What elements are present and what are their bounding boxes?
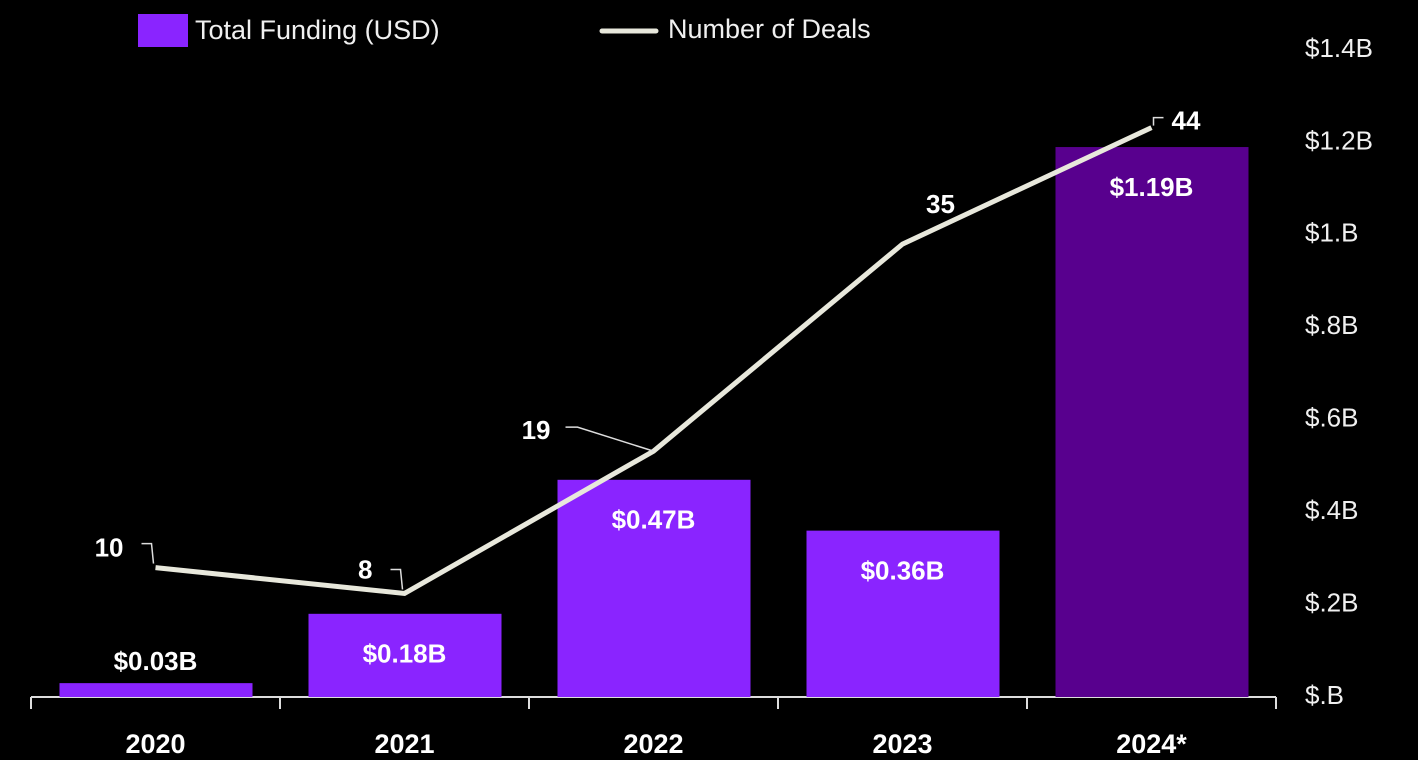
leader [1152, 116, 1164, 126]
deals-label: 35 [926, 189, 955, 219]
deals-label: 10 [95, 532, 124, 562]
legend-label: Number of Deals [668, 14, 871, 44]
leader [565, 426, 654, 452]
bar-value-label: $0.03B [114, 646, 198, 676]
bar [308, 613, 502, 697]
x-tick-label: 2024* [1116, 729, 1187, 759]
bar [59, 683, 253, 697]
y-tick-label: $.6B [1305, 403, 1359, 433]
deals-label: 8 [358, 554, 372, 584]
x-tick-label: 2023 [872, 729, 932, 759]
y-tick-label: $.8B [1305, 310, 1359, 340]
bar-value-label: $0.47B [612, 505, 696, 535]
x-tick-label: 2020 [125, 729, 185, 759]
y-tick-label: $1.4B [1305, 33, 1373, 63]
legend-swatch [138, 14, 188, 47]
bar [1055, 147, 1249, 698]
deals-label: 44 [1172, 106, 1201, 136]
y-tick-label: $.4B [1305, 495, 1359, 525]
x-tick-label: 2021 [374, 729, 434, 759]
bar [557, 479, 751, 697]
y-tick-label: $1.B [1305, 218, 1359, 248]
bar-value-label: $1.19B [1110, 172, 1194, 202]
legend-label: Total Funding (USD) [195, 15, 440, 45]
x-tick-label: 2022 [623, 729, 683, 759]
deals-label: 19 [522, 415, 551, 445]
leader [141, 542, 155, 564]
bar-value-label: $0.18B [363, 639, 447, 669]
y-tick-label: $.2B [1305, 587, 1359, 617]
bar-value-label: $0.36B [861, 556, 945, 586]
y-tick-label: $1.2B [1305, 125, 1373, 155]
bar [806, 530, 1000, 697]
leader [390, 568, 404, 590]
y-tick-label: $.B [1305, 680, 1344, 710]
